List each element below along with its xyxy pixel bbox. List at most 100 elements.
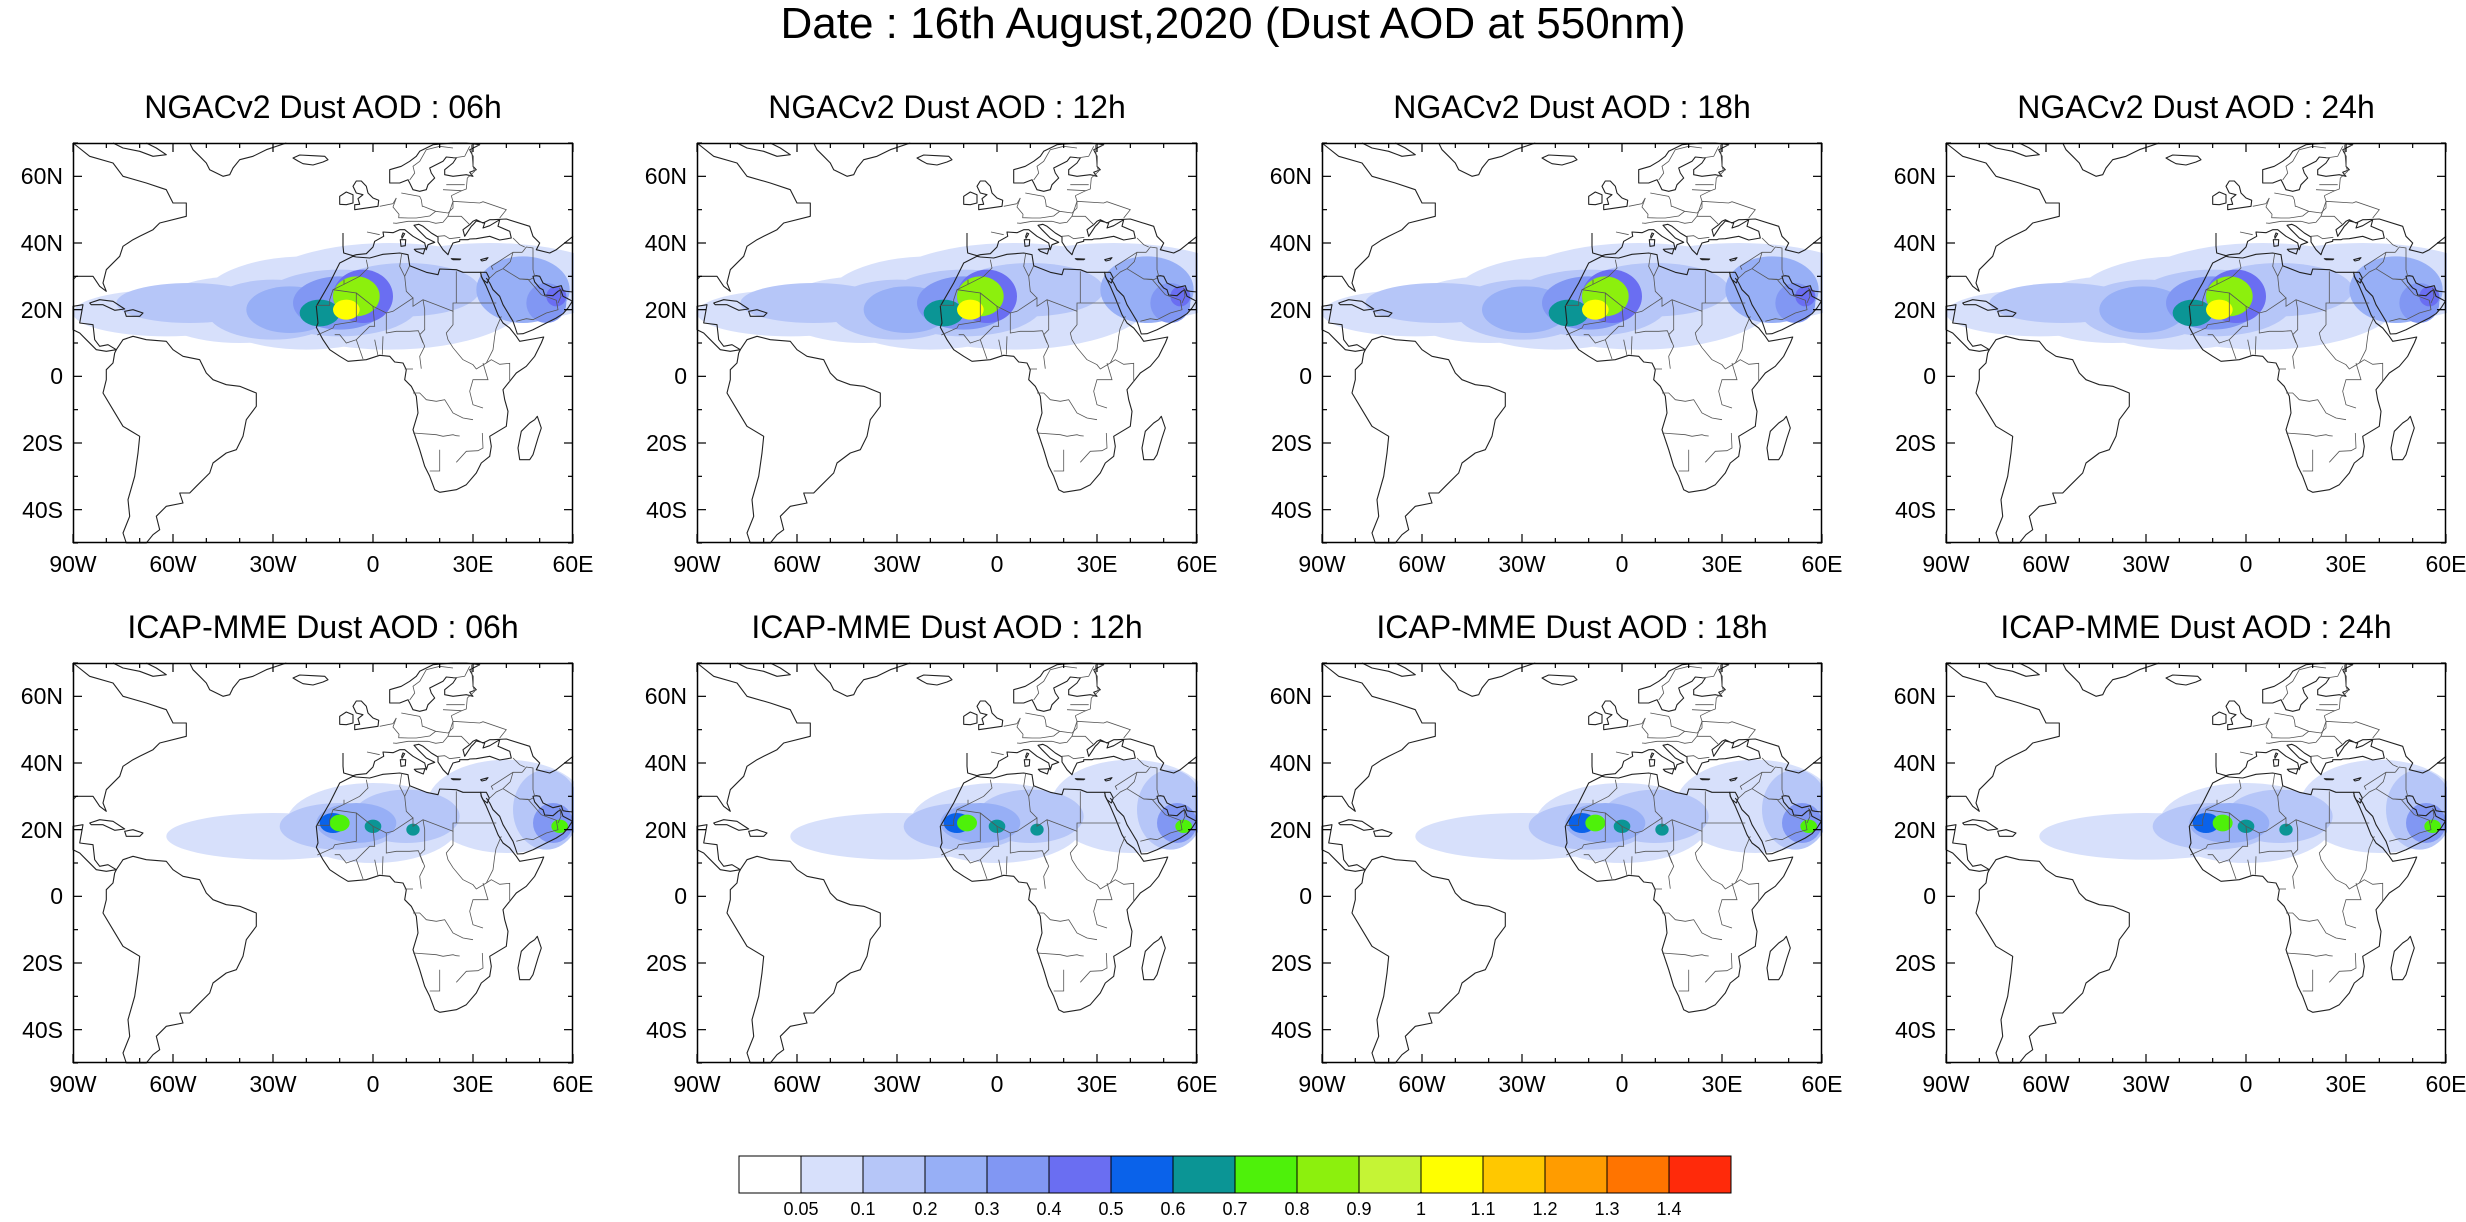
country-border [1696, 200, 1756, 219]
lon-tick-label: 0 [2239, 551, 2253, 577]
axis-ticks [696, 142, 1198, 544]
aod-contour [2279, 823, 2293, 836]
country-border [1765, 798, 1808, 842]
coastline-cyprus [480, 257, 489, 262]
lon-tick-label: 30E [2325, 551, 2367, 577]
country-border [2340, 664, 2349, 699]
country-border [940, 259, 993, 306]
coastline-northAmerica [1321, 662, 1436, 812]
aod-contour [2212, 814, 2233, 832]
lon-tick-label: 60E [552, 1071, 594, 1097]
dust-aod-map [696, 662, 1198, 1064]
country-border [1648, 253, 1655, 277]
country-border [2265, 197, 2309, 219]
country-border [1761, 757, 1774, 768]
country-border [1700, 697, 1717, 717]
coastline-iceland [916, 154, 953, 166]
country-border [1661, 952, 1709, 957]
country-border [392, 717, 436, 739]
country-border [1661, 432, 1709, 437]
country-border [316, 779, 369, 826]
country-border [1005, 336, 1008, 355]
coastline-britain [1601, 700, 1629, 731]
lon-tick-label: 30W [2122, 551, 2170, 577]
coastline-africa [2188, 772, 2418, 1013]
coastline-centralAmerica [696, 824, 741, 872]
lat-tick-label: 40S [646, 496, 687, 523]
lat-tick-label: 20N [1893, 816, 1936, 843]
coastline-cyprus [2353, 777, 2362, 782]
coastline-ireland [2212, 711, 2227, 726]
country-border [2320, 200, 2380, 219]
coastline-madagascar [517, 935, 542, 981]
country-border [2430, 287, 2435, 304]
country-border [1114, 251, 1147, 270]
lon-tick-label: 60W [2022, 1071, 2070, 1097]
country-border [1080, 952, 1108, 983]
country-border [452, 666, 471, 679]
country-border [2363, 251, 2396, 270]
coastline-ireland [339, 711, 354, 726]
aod-contour [2206, 299, 2233, 320]
country-border [2247, 859, 2252, 876]
coastline-sardinia [1648, 239, 1656, 247]
country-border [317, 809, 357, 856]
country-border [1739, 251, 1772, 270]
country-border [356, 812, 457, 834]
lon-tick-label: 30W [2122, 1071, 2170, 1097]
country-border [456, 432, 484, 463]
dust-aod-map [1945, 662, 2447, 1064]
country-border [2318, 831, 2337, 880]
country-border [2285, 952, 2333, 957]
country-border [381, 336, 384, 355]
aod-contour [957, 299, 984, 320]
coastline-corsica [1650, 232, 1655, 239]
coastline-sardinia [1023, 239, 1031, 247]
coastline-scandinavia [389, 662, 481, 712]
coastline-cyprus [1104, 777, 1113, 782]
coastline-arabia [485, 275, 574, 335]
lon-tick-label: 60W [1398, 551, 1446, 577]
coastline-northAmerica [696, 142, 811, 292]
lat-tick-label: 20S [1271, 430, 1312, 456]
country-border [355, 339, 364, 360]
country-border [1615, 231, 1629, 236]
coastline-hispaniola [1997, 309, 2017, 317]
country-border [1604, 859, 1613, 880]
country-border [469, 882, 489, 929]
lat-tick-label: 40S [1895, 496, 1936, 523]
country-border [462, 359, 511, 382]
lon-tick-label: 30E [1076, 551, 1118, 577]
country-border [366, 231, 380, 236]
country-border [1641, 215, 1719, 225]
country-border [1662, 392, 1723, 421]
coastlines [1321, 142, 1823, 544]
country-border [1028, 785, 1038, 819]
country-border [2342, 362, 2362, 409]
coastline-greenland [189, 662, 287, 697]
aod-contour [551, 819, 568, 833]
country-border [1005, 856, 1008, 875]
coastline-europe [342, 738, 574, 777]
aod-contour [333, 299, 360, 320]
country-border [1761, 237, 1774, 248]
colorbar-label: 0.3 [974, 1199, 1000, 1219]
coastline-cyprus [2353, 257, 2362, 262]
coastline-africa [1564, 772, 1794, 1013]
country-border [2272, 773, 2279, 797]
aod-contour [2424, 819, 2441, 833]
lat-tick-label: 20N [20, 296, 63, 323]
coastline-sardinia [1648, 759, 1656, 767]
lon-tick-label: 90W [673, 1071, 721, 1097]
coastline-cyprus [480, 777, 489, 782]
country-border [1650, 712, 1703, 734]
coastline-crete [1074, 258, 1086, 261]
country-border [1016, 197, 1060, 219]
country-border [429, 449, 441, 472]
coastline-cuba [89, 299, 126, 311]
lat-tick-label: 60N [1893, 683, 1936, 710]
country-border [1565, 779, 1618, 826]
lon-tick-label: 30E [2325, 1071, 2367, 1097]
country-border [1009, 833, 1050, 889]
aod-contour [2192, 813, 2220, 833]
